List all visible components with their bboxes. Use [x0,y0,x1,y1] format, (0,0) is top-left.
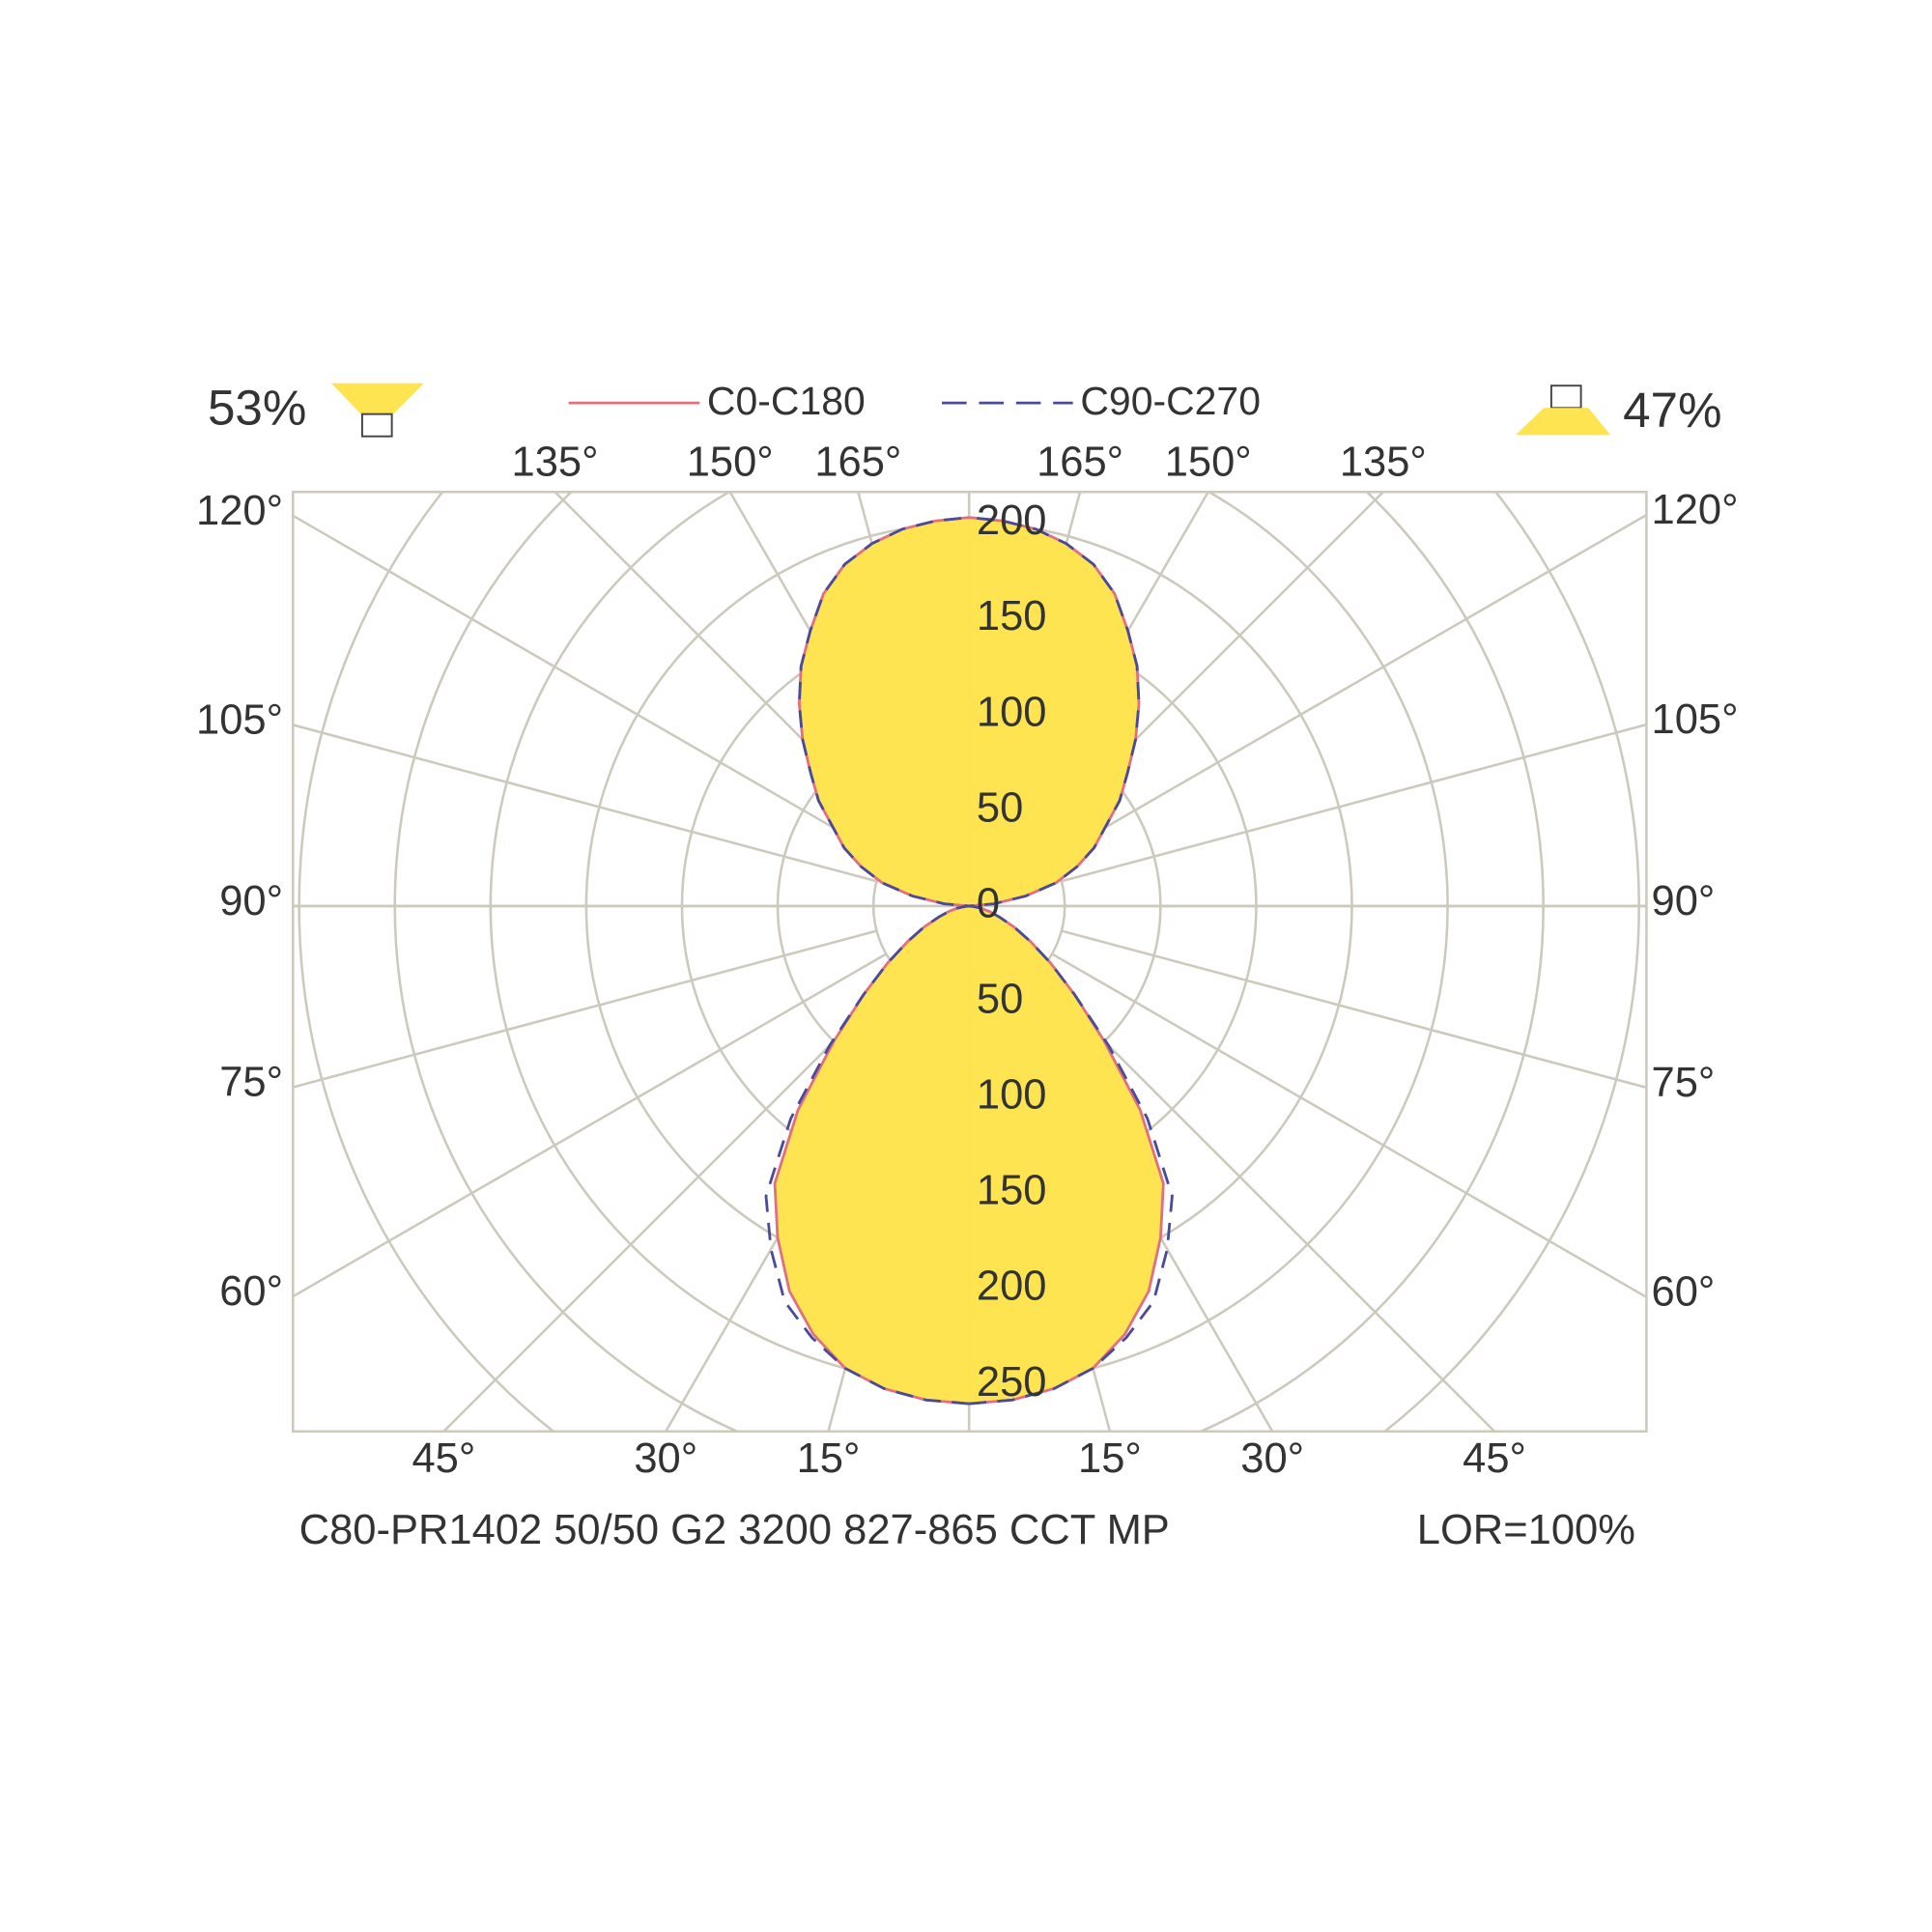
angle-label: 165° [814,440,901,486]
plot-frame [291,490,1648,1434]
lobe-fill [775,517,970,1405]
grid-spoke [293,514,888,860]
angle-label: 150° [687,440,774,486]
angle-label: 135° [512,440,599,486]
radial-label: 100 [977,1072,1047,1119]
flux-down: 53% [208,381,306,436]
radial-label: 150 [977,593,1047,639]
legend: C0-C180 C90-C270 [568,379,1261,423]
angle-label: 60° [219,1268,283,1315]
angle-label: 165° [1037,440,1123,486]
radial-label: 100 [977,689,1047,735]
angle-label: 150° [1165,440,1252,486]
up-icon-box [1549,384,1582,410]
up-icon [1515,408,1611,436]
angle-label: 60° [1652,1269,1716,1316]
plot [764,516,1174,1406]
radial-label: 200 [977,497,1047,544]
angle-label: 120° [196,488,283,534]
angle-label: 135° [1340,440,1427,486]
angle-label: 120° [1652,487,1739,533]
lobe-fill [969,517,1164,1405]
angle-label: 90° [219,878,283,924]
angle-label: 75° [1652,1060,1716,1106]
series-line [764,516,970,1406]
angle-label: 45° [1463,1435,1526,1482]
labels: 15° 15° 30° 30° 45° 45° 60° 60° 75° 75° 90° 90° 105°… [196,440,1738,1482]
grid-spoke [1051,952,1647,1298]
legend-label: C0-C180 [707,379,866,423]
radial-label: 200 [977,1264,1047,1310]
angle-label: 30° [634,1435,697,1482]
angle-label: 15° [1078,1435,1142,1482]
angle-label: 45° [412,1435,475,1482]
angle-label: 15° [797,1435,861,1482]
down-icon-box [360,412,393,438]
angle-label: 90° [1652,878,1716,924]
angle-label: 75° [219,1059,283,1105]
grid-spoke [1036,973,1495,1432]
grid-spoke [442,973,903,1432]
radial-label: 0 [977,880,1000,926]
legend-label: C90-C270 [1080,379,1261,423]
down-icon [330,383,424,414]
radial-label: 150 [977,1168,1047,1214]
grid-spoke [1061,723,1647,883]
radial-label: 50 [977,977,1023,1023]
grid-spoke [1061,929,1647,1090]
angle-label: 105° [196,696,283,743]
flux-up: 47% [1623,383,1721,438]
angle-label: 30° [1240,1435,1304,1482]
grid-spoke [293,724,877,883]
radial-label: 250 [977,1359,1047,1406]
radial-label: 50 [977,784,1023,831]
grid-spoke [293,929,877,1089]
luminaire: C80-PR1402 50/50 G2 3200 827-865 CCT MP [299,1507,1170,1553]
lor: LOR=100% [1417,1507,1635,1553]
grid-spoke [293,952,888,1298]
angle-label: 105° [1652,696,1739,743]
grid-spoke [1051,513,1647,860]
